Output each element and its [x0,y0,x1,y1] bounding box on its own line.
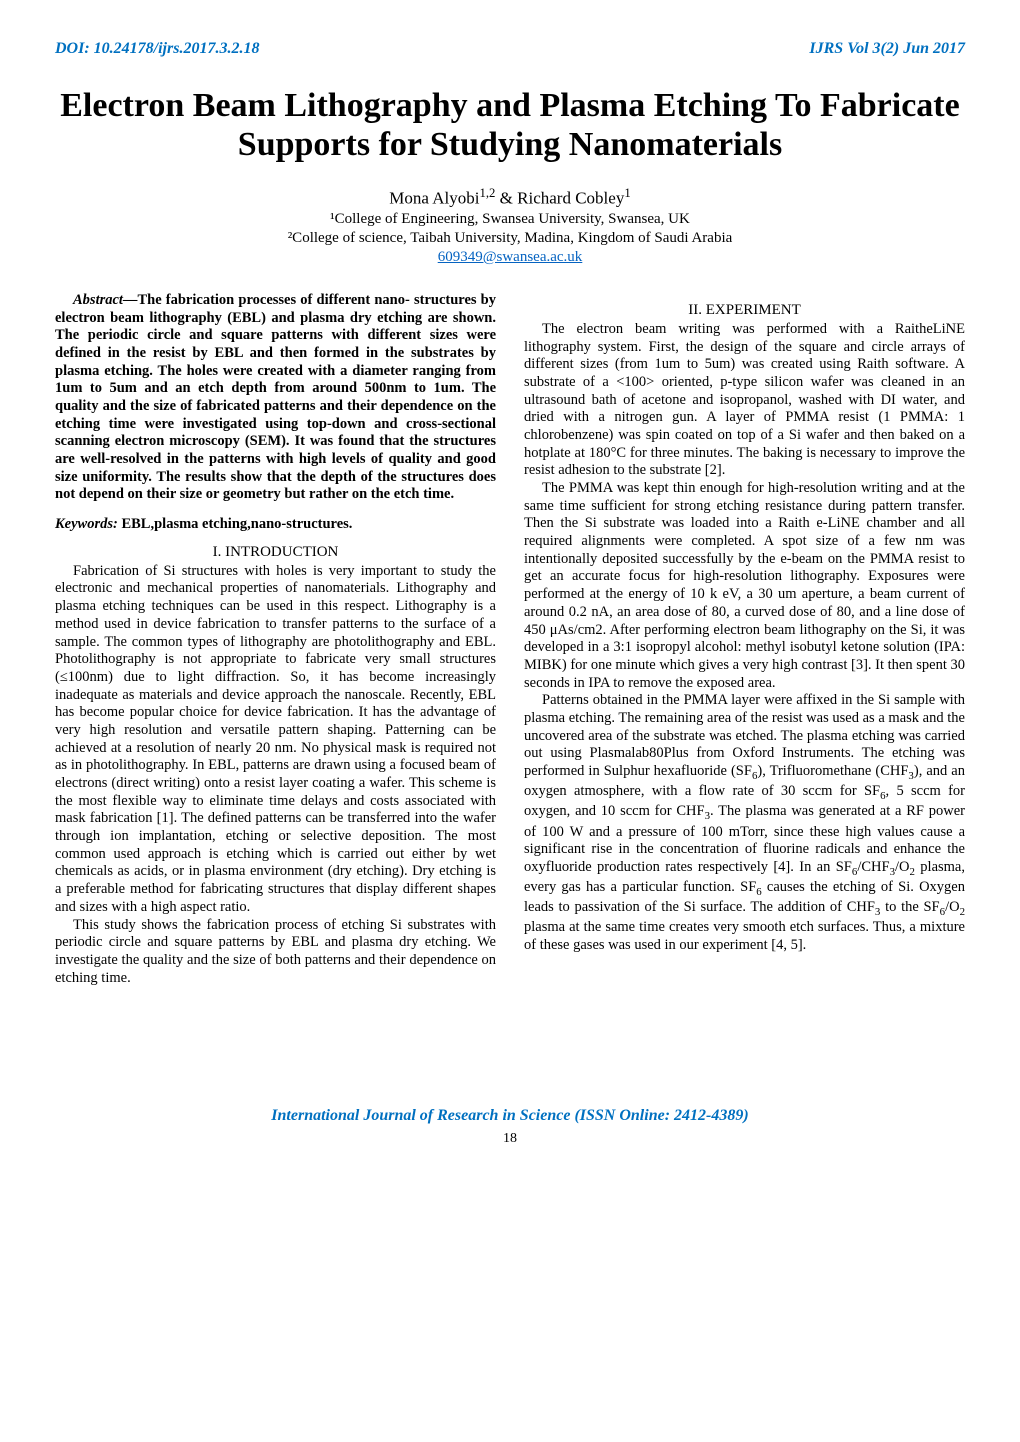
authors-line: Mona Alyobi1,2 & Richard Cobley1 [55,186,965,209]
intro-paragraph-1: Fabrication of Si structures with holes … [55,563,496,917]
keywords-paragraph: Keywords: EBL,plasma etching,nano-struct… [55,516,496,534]
experiment-paragraph-3: Patterns obtained in the PMMA layer were… [524,692,965,954]
abstract-text: The fabrication processes of different n… [55,292,496,503]
page-number: 18 [55,1131,965,1147]
journal-ref-text: IJRS Vol 3(2) Jun 2017 [809,40,965,58]
experiment-paragraph-1: The electron beam writing was performed … [524,321,965,480]
keywords-text: EBL,plasma etching,nano-structures. [121,516,352,532]
abstract-label: Abstract— [73,292,137,308]
affiliation-2: ²College of science, Taibah University, … [55,230,965,247]
paper-title: Electron Beam Lithography and Plasma Etc… [55,86,965,164]
abstract-paragraph: Abstract—The fabrication processes of di… [55,292,496,504]
affiliation-1: ¹College of Engineering, Swansea Univers… [55,211,965,228]
intro-heading: I. INTRODUCTION [55,544,496,561]
doi-text: DOI: 10.24178/ijrs.2017.3.2.18 [55,40,259,58]
keywords-label: Keywords: [55,516,121,532]
author-email: 609349@swansea.ac.uk [55,249,965,266]
email-link[interactable]: 609349@swansea.ac.uk [438,249,583,265]
right-column: II. EXPERIMENT The electron beam writing… [524,292,965,987]
page-header: DOI: 10.24178/ijrs.2017.3.2.18 IJRS Vol … [55,40,965,58]
journal-footer-link: International Journal of Research in Sci… [271,1107,748,1124]
experiment-paragraph-2: The PMMA was kept thin enough for high-r… [524,480,965,692]
two-column-body: Abstract—The fabrication processes of di… [55,292,965,987]
intro-paragraph-2: This study shows the fabrication process… [55,917,496,988]
page-footer: International Journal of Research in Sci… [55,1107,965,1125]
left-column: Abstract—The fabrication processes of di… [55,292,496,987]
experiment-heading: II. EXPERIMENT [524,302,965,319]
